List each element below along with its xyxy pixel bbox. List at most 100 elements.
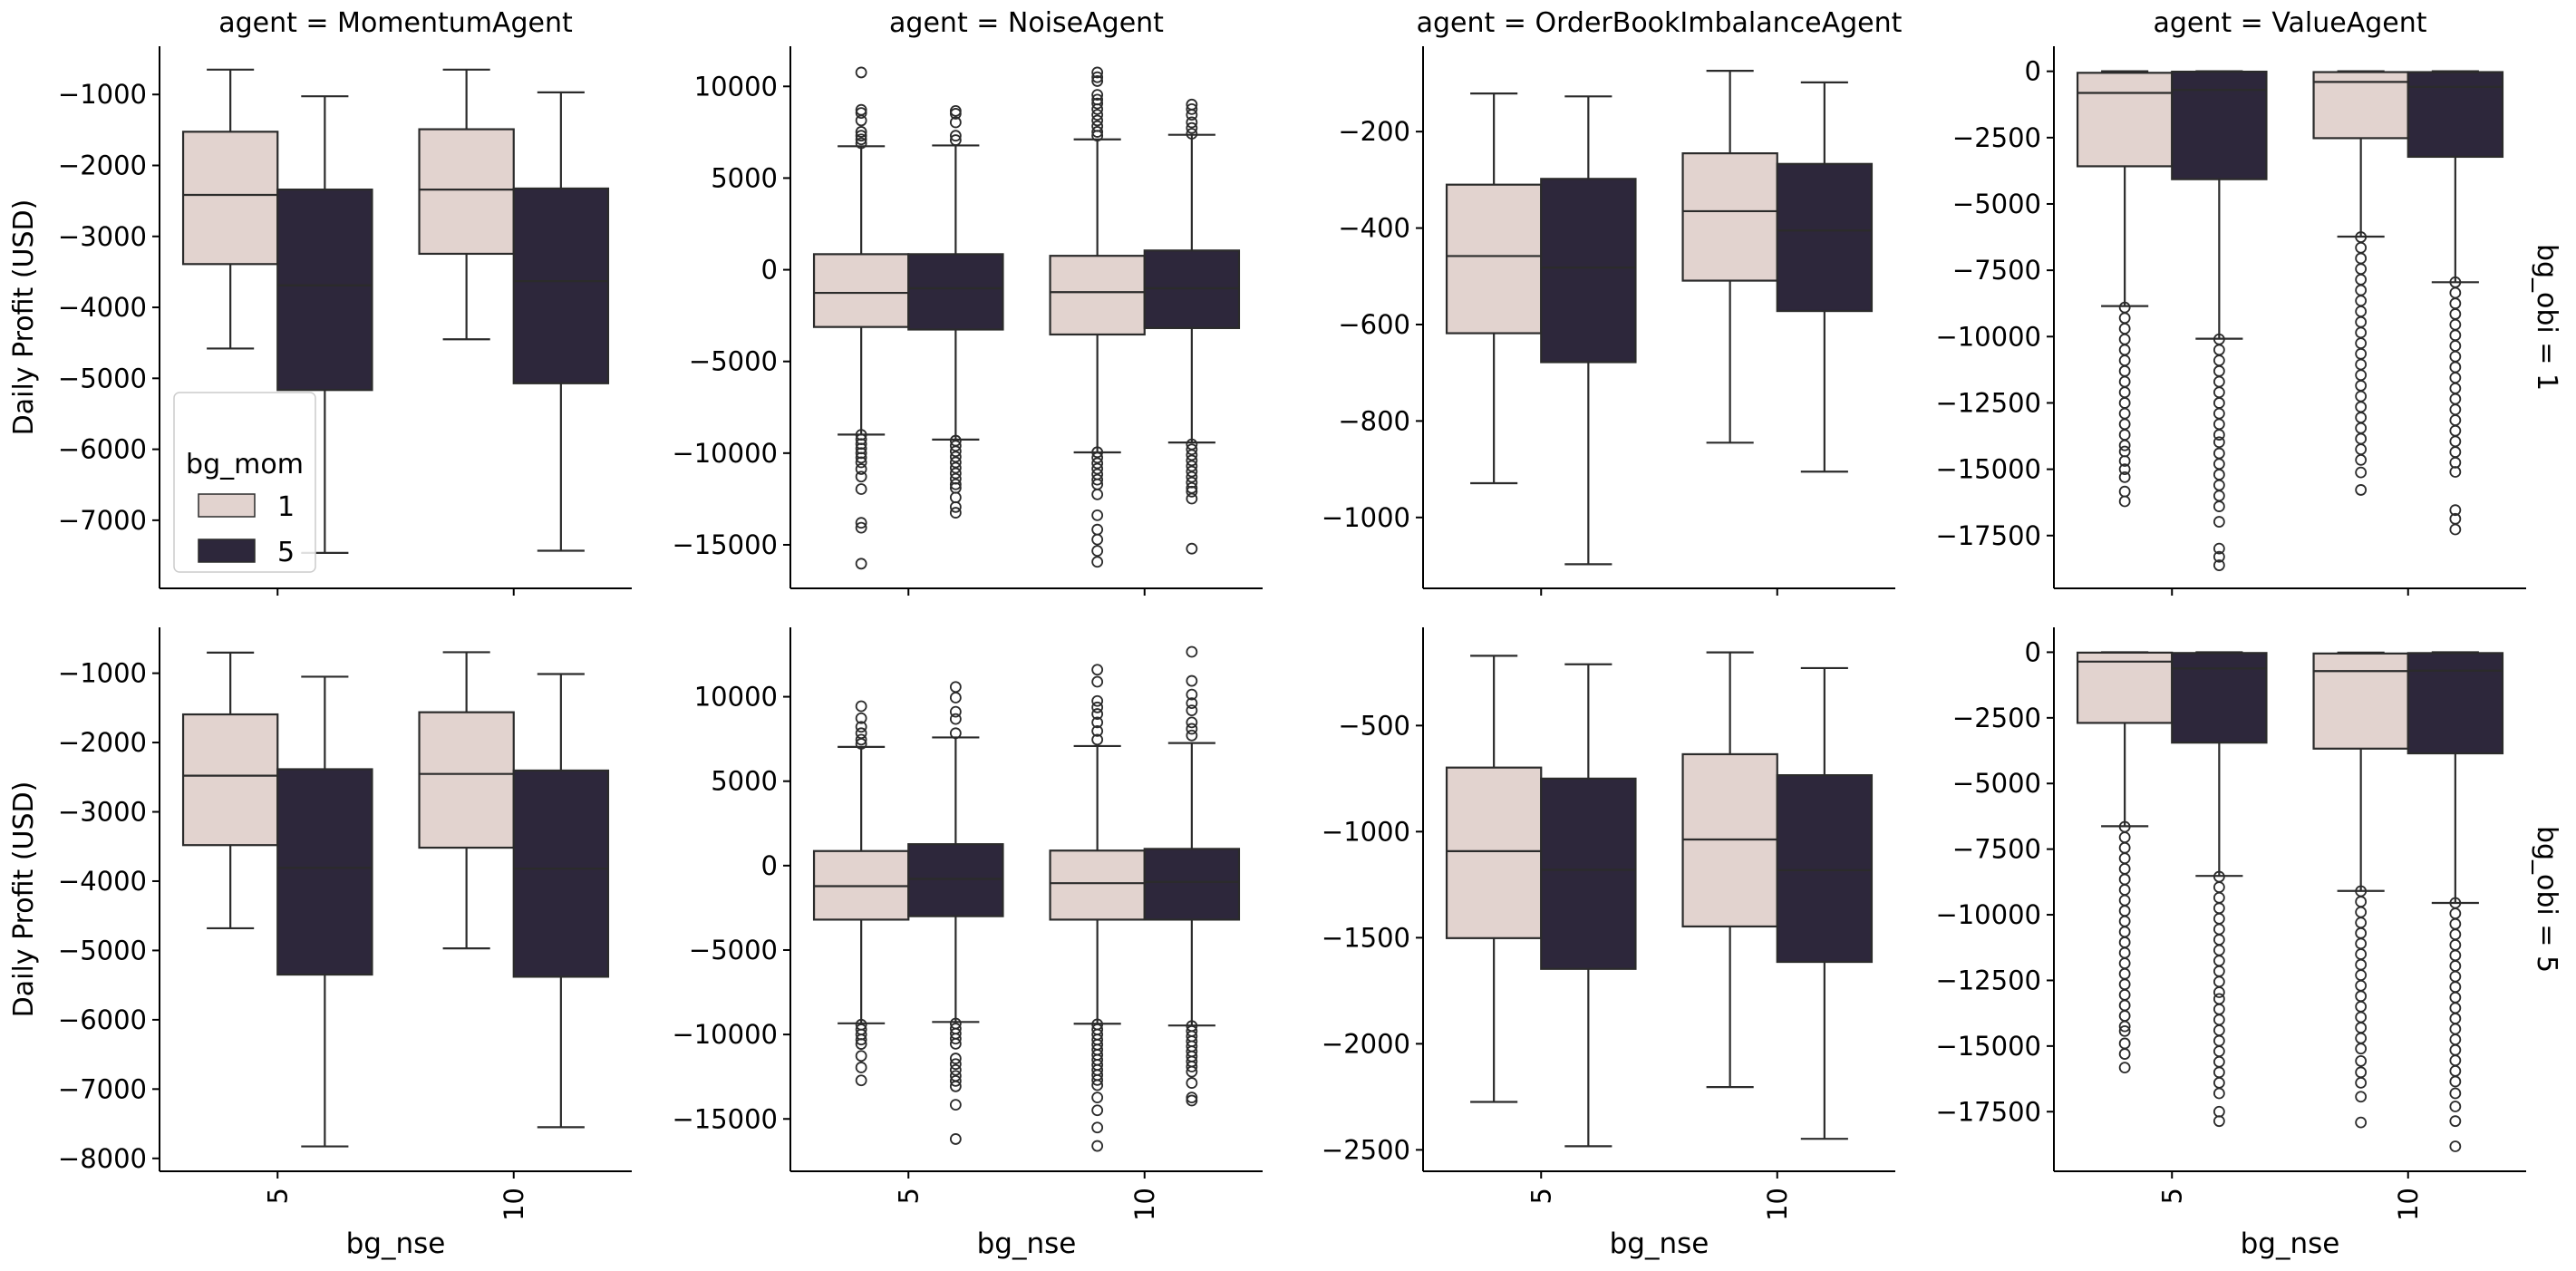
outlier-point	[2355, 1001, 2368, 1013]
box-iqr	[2076, 651, 2174, 724]
outlier-point	[1091, 488, 1104, 500]
outlier-point	[2355, 466, 2368, 479]
x-tick-label: 5	[893, 1188, 924, 1204]
outlier-point	[1186, 716, 1198, 729]
facet-panel: −200 −400 −600 −800 −1000 agent = OrderBookIm…	[1322, 7, 1903, 596]
outlier-point	[2449, 938, 2462, 951]
outlier-point	[1091, 694, 1104, 707]
y-tick-label: −5000	[689, 935, 778, 965]
outlier-point	[855, 66, 867, 79]
outlier-point	[2118, 1062, 2131, 1074]
box-group	[2312, 70, 2409, 496]
x-tick-label: 10	[1129, 1188, 1160, 1221]
outlier-point	[2355, 453, 2368, 466]
outlier-point	[855, 107, 867, 120]
facet-panel: 10000 5000 0 −5000 −10000 −15000 5 10 bg_nse	[672, 627, 1263, 1260]
outlier-point	[1091, 89, 1104, 102]
outlier-point	[2118, 485, 2131, 498]
y-tick-label: 5000	[711, 162, 778, 193]
outlier-point	[2449, 424, 2462, 437]
outlier-point	[2355, 315, 2368, 328]
y-tick-label: −1000	[58, 658, 147, 689]
outlier-point	[949, 1133, 962, 1145]
y-tick-label: −4000	[58, 866, 147, 897]
outlier-point	[2449, 308, 2462, 320]
y-axis-label: Daily Profit (USD)	[8, 781, 40, 1018]
outlier-point	[2449, 1013, 2462, 1024]
outlier-point	[1091, 473, 1104, 486]
facet-panel: 0 −2500 −5000 −7500 −10000 −12500 −15000 −17500…	[1935, 627, 2562, 1260]
box-group	[812, 66, 910, 570]
outlier-point	[855, 1074, 867, 1087]
outlier-point	[2449, 1115, 2462, 1128]
outlier-point	[2213, 993, 2225, 1005]
y-tick-label: −1000	[1322, 816, 1410, 847]
y-tick-label: −12500	[1935, 387, 2041, 418]
outlier-point	[1091, 523, 1104, 536]
facet-panel: −1000 −2000 −3000 −4000 −5000 −6000 −7000 agent…	[8, 7, 632, 596]
outlier-point	[1186, 460, 1198, 472]
box-iqr	[1049, 849, 1146, 921]
outlier-point	[2355, 263, 2368, 276]
y-tick-label: −2000	[58, 150, 147, 180]
outlier-point	[2449, 991, 2462, 1004]
outlier-point	[2355, 906, 2368, 918]
outlier-point	[1186, 116, 1198, 129]
outlier-point	[949, 692, 962, 703]
outlier-point	[2449, 466, 2462, 478]
outlier-point	[2118, 841, 2131, 854]
box-iqr	[2407, 652, 2504, 755]
outlier-point	[2449, 960, 2462, 972]
outlier-point	[2118, 354, 2131, 367]
outlier-point	[2449, 1087, 2462, 1100]
outlier-point	[949, 445, 962, 458]
outlier-point	[2449, 382, 2462, 394]
outlier-point	[949, 1037, 962, 1050]
outlier-point	[2118, 884, 2131, 896]
outlier-point	[855, 733, 867, 746]
x-axis-label: bg_nse	[1610, 1227, 1709, 1260]
outlier-point	[2118, 429, 2131, 441]
outlier-point	[2118, 397, 2131, 409]
box-iqr	[418, 711, 515, 849]
y-tick-label: −8000	[58, 1143, 147, 1174]
outlier-point	[1186, 102, 1198, 115]
outlier-point	[2118, 1048, 2131, 1060]
box-group	[2171, 651, 2268, 1128]
outlier-point	[2213, 436, 2225, 449]
outlier-point	[1091, 556, 1104, 568]
outlier-point	[1091, 545, 1104, 558]
y-tick-label: −7000	[58, 505, 147, 536]
outlier-point	[1186, 492, 1198, 505]
outlier-point	[1091, 130, 1104, 142]
box-group	[907, 681, 1004, 1145]
box-group	[1540, 663, 1637, 1148]
outlier-point	[855, 558, 867, 570]
outlier-point	[2213, 550, 2225, 563]
outlier-point	[2118, 852, 2131, 865]
outlier-point	[2449, 403, 2462, 416]
outlier-point	[2118, 495, 2131, 508]
outlier-point	[1091, 664, 1104, 676]
outlier-point	[2213, 975, 2225, 988]
outlier-point	[2355, 412, 2368, 423]
outlier-point	[2213, 1076, 2225, 1089]
outlier-point	[2355, 273, 2368, 286]
x-tick-label: 10	[2393, 1188, 2424, 1221]
outlier-point	[855, 471, 867, 483]
outlier-point	[2118, 905, 2131, 917]
outlier-point	[1091, 716, 1104, 729]
outlier-point	[2355, 401, 2368, 413]
y-tick-label: −17500	[1935, 520, 2041, 551]
outlier-point	[2118, 967, 2131, 980]
outlier-point	[2213, 1087, 2225, 1100]
outlier-point	[1091, 509, 1104, 521]
outlier-point	[2355, 969, 2368, 982]
outlier-point	[2118, 1020, 2131, 1033]
outlier-point	[2213, 429, 2225, 441]
y-tick-label: −5000	[689, 346, 778, 377]
y-tick-label: −2500	[1952, 122, 2041, 153]
outlier-point	[2213, 469, 2225, 480]
outlier-point	[855, 721, 867, 733]
